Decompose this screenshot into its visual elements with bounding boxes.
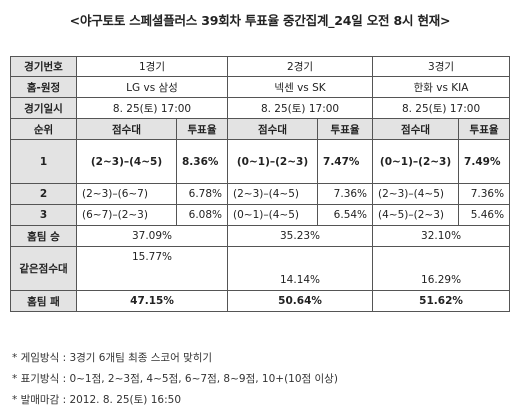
game2-draw: 14.14% [227, 246, 374, 291]
header-vote-rate-3: 투표율 [458, 118, 511, 140]
label-game-no: 경기번호 [10, 56, 77, 77]
label-home-win: 홈팀 승 [10, 225, 77, 247]
game3-home-win: 32.10% [372, 225, 511, 247]
label-home-away: 홈-원정 [10, 76, 77, 98]
row-game-date: 경기일시 8. 25(토) 17:00 8. 25(토) 17:00 8. 25… [10, 97, 511, 119]
game3-draw: 16.29% [372, 246, 511, 291]
header-score-band-3: 점수대 [372, 118, 460, 140]
row-home-loss: 홈팀 패 47.15% 50.64% 51.62% [10, 290, 511, 312]
game1-home-win: 37.09% [75, 225, 229, 247]
row-draw: 같은점수대 15.77% 14.14% 16.29% [10, 246, 511, 291]
label-home-loss: 홈팀 패 [10, 290, 77, 312]
game1-rank3-rate: 6.08% [175, 204, 229, 226]
rank-3: 3 [10, 204, 77, 226]
note-notation: * 표기방식 : 0~1점, 2~3점, 4~5점, 6~7점, 8~9점, 1… [12, 373, 338, 385]
label-game-date: 경기일시 [10, 97, 77, 119]
game3-rank2-rate: 7.36% [458, 183, 511, 205]
game1-rank1-band: (2~3)–(4~5) [76, 139, 177, 184]
game3-home-loss: 51.62% [372, 290, 511, 312]
game1-rank2-band: (2~3)–(6~7) [76, 183, 177, 205]
game2-home-loss: 50.64% [227, 290, 374, 312]
game1-rank3-band: (6~7)–(2~3) [76, 204, 177, 226]
game1-draw: 15.77% [75, 246, 229, 291]
game2-no: 2경기 [227, 56, 374, 77]
label-draw: 같은점수대 [10, 246, 77, 291]
game3-rank1-band: (0~1)–(2~3) [372, 139, 460, 184]
note-game-method: * 게임방식 : 3경기 6개팀 최종 스코어 맞히기 [12, 352, 213, 364]
header-vote-rate-2: 투표율 [317, 118, 374, 140]
game3-rank2-band: (2~3)–(4~5) [372, 183, 460, 205]
game3-rank3-band: (4~5)–(2~3) [372, 204, 460, 226]
game2-home-win: 35.23% [227, 225, 374, 247]
game1-teams: LG vs 삼성 [75, 76, 229, 98]
row-rank-3: 3 (6~7)–(2~3) 6.08% (0~1)–(4~5) 6.54% (4… [10, 204, 511, 226]
row-rank-2: 2 (2~3)–(6~7) 6.78% (2~3)–(4~5) 7.36% (2… [10, 183, 511, 205]
game3-date: 8. 25(토) 17:00 [372, 97, 511, 119]
row-game-no: 경기번호 1경기 2경기 3경기 [10, 56, 511, 77]
row-header: 순위 점수대 투표율 점수대 투표율 점수대 투표율 [10, 118, 511, 140]
notes: * 게임방식 : 3경기 6개팀 최종 스코어 맞히기 * 표기방식 : 0~1… [12, 348, 338, 411]
game3-rank1-rate: 7.49% [458, 139, 511, 184]
row-home-away: 홈-원정 LG vs 삼성 넥센 vs SK 한화 vs KIA [10, 76, 511, 98]
game1-date: 8. 25(토) 17:00 [75, 97, 229, 119]
game1-no: 1경기 [75, 56, 229, 77]
game3-teams: 한화 vs KIA [372, 76, 511, 98]
game1-home-loss: 47.15% [75, 290, 229, 312]
game1-rank1-rate: 8.36% [175, 139, 229, 184]
row-home-win: 홈팀 승 37.09% 35.23% 32.10% [10, 225, 511, 247]
game2-rank1-band: (0~1)–(2~3) [227, 139, 319, 184]
header-vote-rate-1: 투표율 [175, 118, 229, 140]
row-rank-1: 1 (2~3)–(4~5) 8.36% (0~1)–(2~3) 7.47% (0… [10, 139, 511, 184]
game2-rank3-band: (0~1)–(4~5) [227, 204, 319, 226]
game2-rank2-band: (2~3)–(4~5) [227, 183, 319, 205]
header-score-band-1: 점수대 [76, 118, 177, 140]
note-deadline: * 발매마감 : 2012. 8. 25(토) 16:50 [12, 394, 182, 406]
label-rank: 순위 [10, 118, 77, 140]
header-score-band-2: 점수대 [227, 118, 319, 140]
game2-rank3-rate: 6.54% [317, 204, 374, 226]
game2-teams: 넥센 vs SK [227, 76, 374, 98]
game2-date: 8. 25(토) 17:00 [227, 97, 374, 119]
page-title: <야구토토 스페셜플러스 39회차 투표율 중간집계_24일 오전 8시 현재> [69, 13, 451, 28]
game3-no: 3경기 [372, 56, 511, 77]
rank-2: 2 [10, 183, 77, 205]
game3-rank3-rate: 5.46% [458, 204, 511, 226]
game2-rank2-rate: 7.36% [317, 183, 374, 205]
game1-rank2-rate: 6.78% [175, 183, 229, 205]
rank-1: 1 [10, 139, 77, 184]
game2-rank1-rate: 7.47% [317, 139, 374, 184]
vote-rate-table: 경기번호 1경기 2경기 3경기 홈-원정 LG vs 삼성 넥센 vs SK … [10, 56, 511, 312]
